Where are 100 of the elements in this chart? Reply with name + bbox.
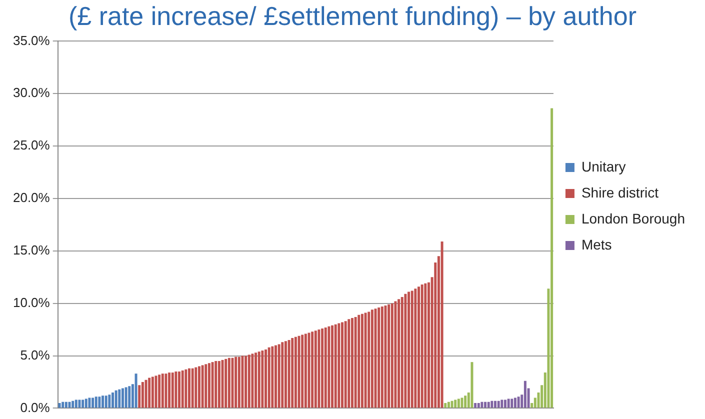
bar	[304, 334, 307, 408]
bar	[118, 389, 121, 408]
bar	[281, 342, 284, 408]
bar	[424, 283, 427, 408]
bar	[191, 368, 194, 408]
bar	[124, 387, 128, 408]
bar	[144, 380, 148, 408]
bar	[350, 318, 354, 408]
legend-label: Unitary	[581, 158, 626, 174]
bar	[158, 374, 161, 408]
bar	[141, 382, 144, 408]
bar	[244, 356, 248, 408]
bar	[114, 390, 118, 408]
y-tick-label: 30.0%	[12, 85, 50, 100]
bar	[254, 352, 258, 408]
bar	[348, 319, 350, 408]
bar	[171, 372, 174, 408]
bar	[380, 306, 384, 408]
legend-label: Mets	[581, 236, 612, 252]
bar	[420, 284, 424, 408]
bar	[524, 380, 526, 408]
bar	[271, 346, 274, 408]
bar	[341, 322, 344, 408]
bar	[84, 398, 88, 408]
bar	[460, 398, 464, 408]
bar	[400, 297, 404, 408]
bar	[228, 358, 230, 408]
bar	[108, 394, 111, 408]
bar	[208, 363, 210, 408]
bar	[470, 362, 474, 408]
bar	[301, 334, 304, 408]
bar	[121, 388, 124, 408]
bar	[88, 398, 91, 408]
bar	[514, 398, 516, 408]
bar	[291, 338, 294, 408]
bar	[474, 402, 477, 408]
bar	[550, 108, 554, 408]
bar	[318, 330, 320, 408]
bar	[314, 330, 317, 408]
y-tick-label: 5.0%	[20, 347, 50, 362]
bar	[258, 352, 260, 408]
bar	[358, 314, 360, 408]
bar	[298, 336, 300, 408]
bar	[324, 327, 327, 408]
bar	[251, 354, 254, 408]
bar	[238, 356, 240, 408]
bar	[201, 365, 204, 408]
bar	[68, 402, 71, 408]
bar	[224, 358, 228, 408]
bar	[138, 385, 141, 408]
bar	[194, 367, 198, 408]
bar	[218, 361, 220, 408]
bar	[231, 358, 234, 408]
bar	[188, 368, 190, 408]
bar	[490, 400, 494, 408]
bar	[510, 398, 514, 408]
bar	[248, 354, 250, 408]
bar	[354, 316, 357, 408]
bar	[184, 369, 188, 408]
bar	[500, 400, 504, 408]
legend-label: London Borough	[581, 210, 686, 226]
bar	[161, 374, 164, 408]
bar	[404, 294, 407, 408]
y-tick-label: 15.0%	[12, 242, 50, 258]
y-tick-label: 35.0%	[12, 32, 50, 48]
bar	[338, 323, 340, 408]
bar	[308, 332, 310, 408]
chart-title: (£ rate increase/ £settlement funding) – by author	[68, 0, 637, 31]
y-tick-label: 25.0%	[12, 138, 50, 153]
bar	[321, 328, 324, 408]
bar	[274, 345, 277, 408]
bar	[261, 350, 264, 408]
bar	[311, 332, 314, 408]
bar	[111, 392, 114, 408]
bar	[331, 325, 334, 408]
bar	[221, 360, 224, 408]
bar	[174, 372, 178, 408]
bar	[487, 402, 490, 408]
bar	[78, 400, 81, 408]
bar	[414, 288, 417, 408]
bar	[497, 400, 500, 408]
bar	[328, 326, 330, 408]
bar	[374, 308, 377, 408]
bar	[408, 292, 410, 408]
bar	[378, 308, 380, 408]
bar	[390, 303, 394, 408]
bar	[450, 400, 454, 408]
bar	[394, 301, 397, 408]
bar	[504, 400, 506, 408]
y-tick-label: 10.0%	[12, 294, 50, 310]
bar	[181, 370, 184, 408]
bar	[294, 336, 297, 408]
y-tick-label: 0.0%	[20, 400, 50, 415]
bar	[64, 402, 68, 408]
bar	[398, 299, 400, 408]
bar	[484, 402, 487, 408]
bar	[364, 312, 367, 408]
bar	[168, 372, 171, 408]
bar	[214, 361, 218, 408]
bar	[148, 378, 151, 408]
